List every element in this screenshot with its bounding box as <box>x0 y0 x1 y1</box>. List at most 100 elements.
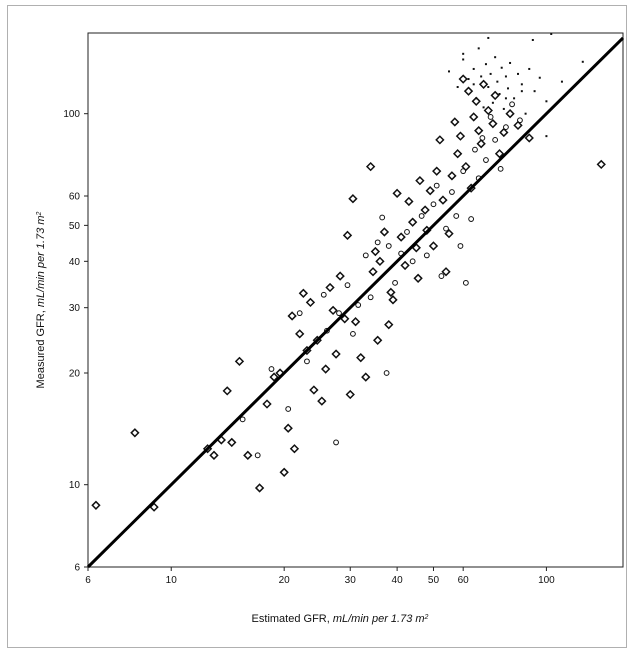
data-point-dot <box>498 92 501 95</box>
data-point-circle <box>333 439 339 446</box>
data-point-diamond <box>438 195 448 205</box>
y-tick-label: 60 <box>69 191 81 202</box>
x-axis-title-plain: Estimated GFR, <box>252 613 333 625</box>
data-point-dot <box>462 58 465 61</box>
data-point-diamond <box>404 196 414 207</box>
data-point-diamond <box>227 437 237 448</box>
data-point-diamond <box>287 311 297 321</box>
data-point-dot <box>491 101 494 104</box>
x-tick-label: 100 <box>538 575 555 586</box>
data-point-diamond <box>368 267 378 277</box>
data-point-diamond <box>262 399 272 409</box>
data-point-diamond <box>474 126 484 136</box>
y-axis: 6 10 20 30 40 50 60 100 <box>63 109 88 574</box>
data-point-circle <box>304 358 310 365</box>
data-point-diamond <box>505 109 515 119</box>
data-point-circle <box>336 310 342 317</box>
data-point-diamond <box>335 271 345 281</box>
data-point-dot <box>484 63 487 66</box>
data-point-diamond <box>392 188 402 198</box>
x-axis-title-unit: mL/min per 1.73 m <box>333 613 425 625</box>
data-point-diamond <box>524 133 534 143</box>
data-point-diamond <box>425 186 435 196</box>
y-axis-title-plain: Measured GFR, <box>35 307 47 388</box>
data-point-dot <box>509 61 512 64</box>
data-point-diamond <box>444 228 454 239</box>
data-point-diamond <box>309 385 319 395</box>
data-point-diamond <box>420 205 430 215</box>
data-point-dot <box>560 80 563 83</box>
y-axis-title-unit: mL/min per 1.73 m <box>35 215 47 307</box>
data-point-circle <box>285 406 292 412</box>
data-point-diamond <box>130 428 140 438</box>
data-point-dot <box>480 75 483 78</box>
data-point-diamond <box>361 372 371 382</box>
figure-frame <box>7 5 627 648</box>
data-point-diamond <box>476 139 486 149</box>
data-point-diamond <box>490 90 500 101</box>
x-tick-label: 30 <box>345 575 357 586</box>
data-point-dot <box>475 97 478 100</box>
data-point-dot <box>472 67 475 70</box>
data-point-diamond <box>455 131 466 141</box>
data-point-diamond <box>447 171 457 181</box>
data-point-diamond <box>325 282 335 293</box>
data-point-diamond <box>435 135 445 145</box>
data-point-circle <box>509 101 515 108</box>
data-point-dot <box>467 78 470 81</box>
data-point-circle <box>457 243 464 249</box>
data-point-diamond <box>305 297 316 308</box>
data-point-diamond <box>386 287 396 297</box>
data-point-circle <box>409 258 416 265</box>
data-point-diamond <box>295 329 305 339</box>
data-point-diamond <box>317 396 327 406</box>
data-point-diamond <box>348 194 358 204</box>
data-point-circle <box>517 117 523 124</box>
data-point-dot <box>581 60 584 63</box>
data-point-diamond <box>407 217 418 227</box>
data-point-diamond <box>370 246 381 257</box>
x-tick-label: 60 <box>458 575 470 586</box>
data-point-diamond <box>488 118 498 129</box>
data-point-dot <box>462 52 465 55</box>
y-tick-label: 20 <box>69 369 81 380</box>
data-point-circle <box>449 189 455 195</box>
data-point-circle <box>472 146 478 153</box>
data-point-diamond <box>513 120 523 131</box>
data-point-dot <box>528 67 531 70</box>
data-point-dot <box>496 80 499 83</box>
data-point-dot <box>550 32 553 35</box>
data-point-diamond <box>441 267 451 277</box>
data-point-circle <box>503 124 509 131</box>
x-tick-label: 6 <box>85 575 91 586</box>
data-point-diamond <box>298 288 309 298</box>
data-point-diamond <box>365 161 376 172</box>
data-point-diamond <box>234 356 245 367</box>
data-point-diamond <box>342 230 353 241</box>
data-point-diamond <box>356 352 366 363</box>
data-point-diamond <box>450 117 460 127</box>
data-point-diamond <box>269 372 279 382</box>
data-point-circle <box>268 366 275 372</box>
data-point-dot <box>472 83 475 86</box>
data-point-diamond <box>471 96 481 106</box>
data-point-circle <box>324 327 330 334</box>
data-point-diamond <box>345 389 355 400</box>
y-tick-label: 10 <box>69 480 81 491</box>
data-point-diamond <box>289 444 300 454</box>
data-point-diamond <box>91 500 101 510</box>
x-axis-title-sup: 2 <box>424 614 429 621</box>
data-point-dot <box>545 100 548 103</box>
data-point-diamond <box>494 149 505 159</box>
data-point-diamond <box>379 227 390 237</box>
data-point-diamond <box>209 450 219 460</box>
identity-reference-line <box>86 36 625 569</box>
data-point-circle <box>355 302 362 308</box>
data-point-circle <box>423 252 430 259</box>
data-point-circle <box>443 225 449 232</box>
data-point-circle <box>468 216 475 222</box>
data-point-diamond <box>375 256 385 266</box>
data-point-diamond <box>350 317 361 327</box>
data-point-dot <box>513 97 516 100</box>
x-axis: 6 10 20 30 40 50 60 100 <box>85 567 555 586</box>
